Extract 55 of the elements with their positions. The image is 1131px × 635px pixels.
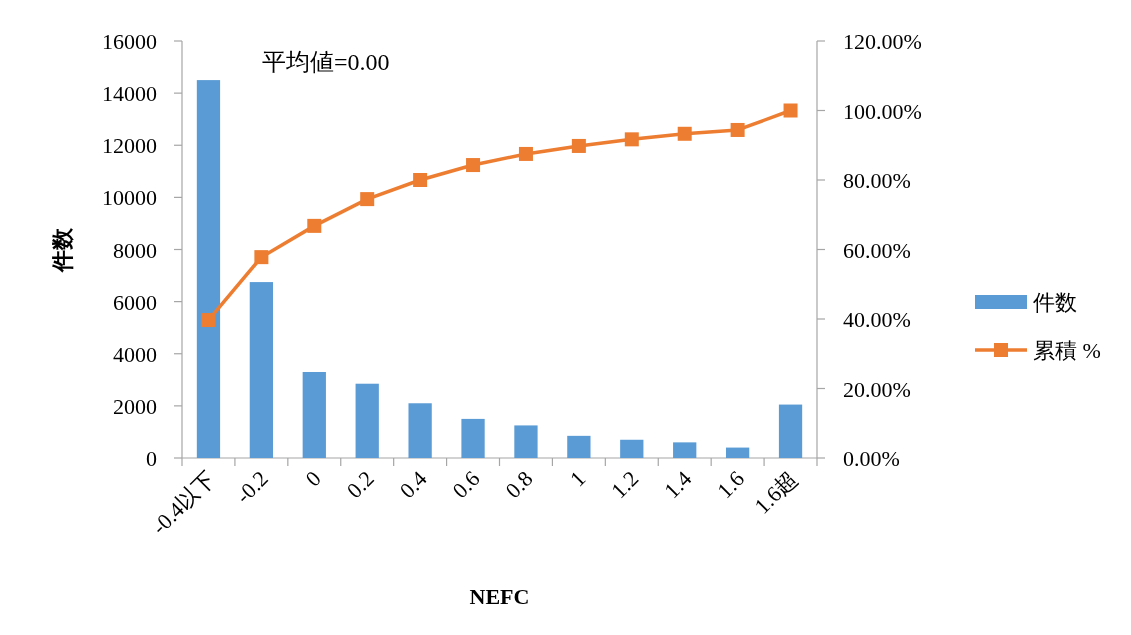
bar (725, 447, 750, 458)
x-tick-label: 0.6 (447, 465, 485, 503)
bar (249, 282, 274, 458)
x-tick-label: 1 (564, 465, 591, 492)
y2-tick-label: 120.00% (843, 29, 922, 54)
legend-label: 累積 % (1033, 338, 1101, 363)
y-tick-label: 16000 (102, 29, 157, 54)
point (518, 146, 533, 161)
point (413, 173, 428, 187)
point (677, 126, 692, 141)
point (624, 132, 639, 147)
x-tick-label: 0 (300, 465, 326, 492)
y2-tick-label: 20.00% (843, 376, 911, 402)
x-axis-title: NEFC (469, 584, 530, 609)
point (783, 103, 798, 118)
point (307, 218, 322, 233)
point (360, 192, 375, 207)
x-tick-label: 1.6超 (749, 465, 803, 519)
y-tick-label: 12000 (102, 133, 157, 159)
point (730, 122, 745, 137)
bar (355, 383, 379, 458)
y-tick-label: 4000 (113, 341, 157, 367)
bar (196, 80, 221, 458)
bar (567, 435, 591, 458)
y-tick-label: 8000 (113, 237, 157, 263)
point (201, 313, 216, 328)
y2-tick-label: 40.00% (843, 307, 911, 332)
bar (620, 439, 644, 458)
y-axis-title: 件数 (50, 226, 75, 273)
y2-tick-label: 0.00% (843, 446, 900, 471)
x-tick-label: 0.2 (341, 465, 379, 503)
x-tick-label: 1.6 (712, 465, 750, 503)
y-tick-label: 2000 (113, 393, 157, 419)
bar (514, 425, 538, 458)
legend-label: 件数 (1033, 290, 1077, 315)
x-tick-label: 1.4 (659, 465, 697, 503)
y2-tick-label: 100.00% (843, 98, 922, 124)
y-tick-label: 14000 (102, 81, 157, 107)
point (466, 158, 481, 173)
x-tick-label: 1.2 (606, 465, 644, 503)
point (571, 138, 586, 153)
bar (778, 404, 803, 458)
x-tick-label: 0.8 (500, 465, 538, 503)
y-tick-label: 6000 (113, 289, 157, 315)
y-tick-label: 10000 (102, 185, 157, 211)
x-tick-label: -0.2 (230, 465, 273, 509)
bar (461, 418, 485, 458)
point (254, 250, 269, 265)
y2-tick-label: 80.00% (843, 168, 911, 193)
y2-tick-label: 60.00% (843, 237, 911, 263)
bar (408, 403, 432, 458)
bar (673, 442, 697, 458)
bar (302, 371, 326, 458)
annotation: 平均値=0.00 (262, 49, 390, 75)
x-tick-label: 0.4 (394, 465, 432, 503)
